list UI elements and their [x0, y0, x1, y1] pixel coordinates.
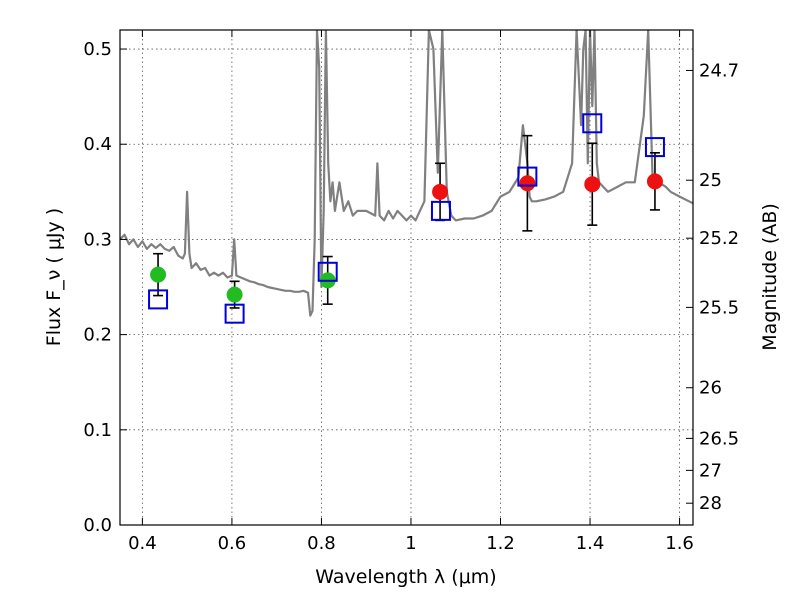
- x-tick-label: 1.6: [665, 533, 694, 554]
- y-axis-title: Flux F_ν ( μJy ): [43, 208, 65, 346]
- model-square-marker: [582, 113, 603, 134]
- y-tick-label: 0.0: [83, 515, 112, 536]
- y-tick-label: 0.1: [83, 420, 112, 441]
- model-square-marker: [430, 200, 451, 221]
- x-tick-label: 1: [405, 533, 416, 554]
- grid-lines: [120, 30, 693, 526]
- model-square-marker: [224, 303, 245, 324]
- right-tick-label: 28: [699, 493, 722, 514]
- right-tick-label: 25: [699, 170, 722, 191]
- x-tick-label: 1.2: [486, 533, 515, 554]
- x-tick-label: 0.6: [218, 533, 247, 554]
- y-tick-label: 0.3: [83, 229, 112, 250]
- x-tick-label: 0.4: [128, 533, 157, 554]
- model-square-marker: [517, 166, 538, 187]
- right-tick-label: 24.7: [699, 60, 739, 81]
- y-tick-label: 0.2: [83, 325, 112, 346]
- right-tick-label: 27: [699, 460, 722, 481]
- data-point-marker: [646, 173, 663, 190]
- right-tick-label: 26.5: [699, 428, 739, 449]
- model-square-marker: [148, 289, 169, 310]
- x-tick-label: 1.4: [576, 533, 605, 554]
- right-tick-label: 26: [699, 378, 722, 399]
- model-spectrum-layer: [120, 30, 693, 317]
- axis-ticks: 0.4 0.6 0.8 1 1.2 1.4 1.6 0.0 0.1 0.2 0.3 0.4 0.5 24.…: [83, 30, 739, 554]
- data-point-marker: [432, 183, 449, 200]
- data-point-marker: [150, 266, 167, 283]
- data-point-marker: [584, 176, 601, 193]
- x-tick-label: 0.8: [307, 533, 336, 554]
- plot-frame: [119, 29, 694, 526]
- y-tick-label: 0.5: [83, 39, 112, 60]
- x-axis-title: Wavelength λ (μm): [315, 566, 496, 588]
- model-square-marker: [644, 137, 665, 158]
- right-axis-title: Magnitude (AB): [759, 203, 781, 351]
- data-point-marker: [226, 286, 243, 303]
- right-tick-label: 25.2: [699, 228, 739, 249]
- y-tick-label: 0.4: [83, 134, 112, 155]
- spectrum-line: [120, 30, 693, 317]
- model-square-marker: [317, 261, 338, 282]
- photometry-markers-layer: [148, 113, 665, 324]
- right-tick-label: 25.5: [699, 297, 739, 318]
- data-point-marker: [519, 175, 536, 192]
